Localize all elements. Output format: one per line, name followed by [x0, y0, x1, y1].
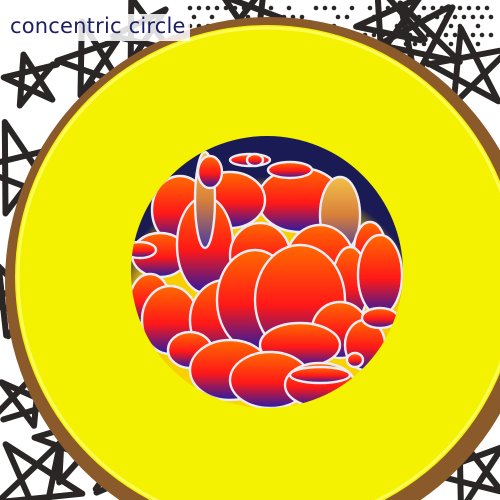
- dot: [313, 5, 319, 11]
- bubble-ellipse-30: [345, 351, 365, 369]
- dot: [236, 14, 242, 20]
- bubble-cluster: [131, 150, 403, 408]
- dot: [475, 41, 481, 47]
- yellow-disk-rim-highlight: [16, 26, 500, 500]
- dot: [205, 5, 211, 11]
- dot: [461, 14, 467, 20]
- dot: [371, 14, 377, 20]
- dot: [475, 5, 481, 11]
- dot: [479, 14, 485, 20]
- dot: [394, 5, 400, 11]
- dot: [412, 41, 418, 47]
- dot: [448, 5, 454, 11]
- dot: [196, 5, 202, 11]
- dot: [376, 5, 382, 11]
- dot: [349, 5, 355, 11]
- dot: [421, 5, 427, 11]
- dot: [358, 23, 364, 29]
- dot: [466, 41, 472, 47]
- dot: [385, 5, 391, 11]
- bubble-ellipse-29: [288, 365, 352, 385]
- dot: [434, 14, 440, 20]
- dot: [403, 41, 409, 47]
- dot: [232, 5, 238, 11]
- bubble-ellipse-26: [266, 160, 314, 180]
- dot: [430, 5, 436, 11]
- dot: [223, 5, 229, 11]
- dot: [389, 32, 395, 38]
- dot: [439, 5, 445, 11]
- dot: [416, 14, 422, 20]
- dot: [421, 41, 427, 47]
- dot: [322, 5, 328, 11]
- bubble-ellipse-31: [245, 152, 265, 168]
- dot: [443, 14, 449, 20]
- dot: [457, 5, 463, 11]
- star-scribble-13: [423, 25, 500, 108]
- dot: [268, 5, 274, 11]
- dot: [403, 23, 409, 29]
- dot: [214, 5, 220, 11]
- dot: [461, 32, 467, 38]
- dot: [367, 5, 373, 11]
- dot: [479, 32, 485, 38]
- caption: concentric circle: [8, 14, 190, 42]
- dot: [241, 5, 247, 11]
- dot: [452, 32, 458, 38]
- dot: [209, 14, 215, 20]
- dot: [470, 32, 476, 38]
- dot: [187, 5, 193, 11]
- star-scribble-20: [353, 0, 428, 57]
- dot: [466, 5, 472, 11]
- dot: [443, 32, 449, 38]
- dot: [448, 23, 454, 29]
- dot: [421, 23, 427, 29]
- dot: [371, 32, 377, 38]
- dot: [407, 32, 413, 38]
- dot: [457, 41, 463, 47]
- dot: [448, 41, 454, 47]
- dot: [286, 5, 292, 11]
- dot: [457, 23, 463, 29]
- bubble-ellipse-10: [356, 233, 403, 317]
- dot: [344, 14, 350, 20]
- dot: [331, 5, 337, 11]
- dot: [403, 5, 409, 11]
- bubble-ellipse-25: [196, 154, 224, 190]
- dot: [452, 14, 458, 20]
- star-scribble-0: [0, 51, 61, 109]
- dot: [488, 32, 494, 38]
- dot: [425, 32, 431, 38]
- dot: [488, 14, 494, 20]
- dot: [439, 23, 445, 29]
- star-scribble-19: [428, 434, 500, 500]
- dot: [425, 14, 431, 20]
- dot: [191, 14, 197, 20]
- dot: [299, 14, 305, 20]
- star-scribble-8: [0, 439, 86, 500]
- dot: [430, 41, 436, 47]
- dot: [470, 14, 476, 20]
- dot: [380, 32, 386, 38]
- dot: [484, 5, 490, 11]
- dot: [335, 14, 341, 20]
- dot: [475, 23, 481, 29]
- star-scribble-2: [0, 119, 66, 217]
- dot: [394, 23, 400, 29]
